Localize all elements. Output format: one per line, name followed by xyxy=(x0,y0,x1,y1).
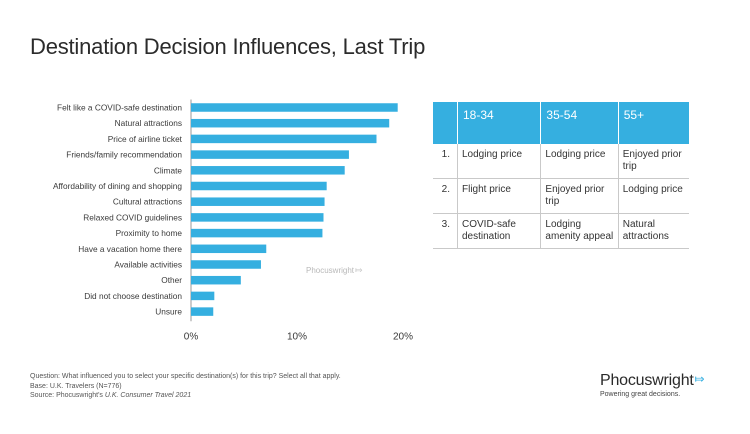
category-label: Friends/family recommendation xyxy=(66,150,182,160)
table-cell: Flight price xyxy=(457,178,542,214)
bar xyxy=(191,307,214,316)
category-label: Have a vacation home there xyxy=(78,244,182,254)
bar xyxy=(191,228,323,238)
bar xyxy=(191,275,241,285)
table-cell: 2. xyxy=(433,178,458,214)
category-label: Affordability of dining and shopping xyxy=(53,181,182,191)
category-label: Unsure xyxy=(155,307,182,317)
footnote-source-title: U.K. Consumer Travel 2021 xyxy=(104,392,192,399)
table-header-row: 18-34 35-54 55+ xyxy=(433,102,689,144)
bar xyxy=(191,150,349,159)
watermark-text: Phocuswright xyxy=(306,266,355,275)
table-row: 2. Flight price Enjoyed prior trip Lodgi… xyxy=(433,178,689,214)
table-cell: Lodging amenity appeal xyxy=(540,213,619,249)
bar xyxy=(191,181,327,191)
table-header-18-34: 18-34 xyxy=(457,102,542,144)
table-cell: 1. xyxy=(433,144,458,179)
table-cell: Lodging price xyxy=(618,178,689,214)
ranking-table: 18-34 35-54 55+ 1. Lodging price Lodging… xyxy=(433,102,689,249)
table-row: 3. COVID-safe destination Lodging amenit… xyxy=(433,213,689,249)
company-logo: Phocuswright⤇ Powering great decisions. xyxy=(600,372,705,398)
bar xyxy=(191,244,267,254)
category-label: Climate xyxy=(154,165,183,175)
category-label: Felt like a COVID-safe destination xyxy=(57,103,182,113)
table-header-rank xyxy=(433,102,458,144)
bar xyxy=(191,213,324,222)
category-label: Did not choose destination xyxy=(84,291,182,301)
table-row: 1. Lodging price Lodging price Enjoyed p… xyxy=(433,144,689,179)
table-cell: Lodging price xyxy=(457,144,542,179)
bar xyxy=(191,197,325,206)
category-label: Cultural attractions xyxy=(113,197,182,207)
x-tick-label: 10% xyxy=(287,331,307,342)
category-label: Available activities xyxy=(114,260,182,270)
category-label: Price of airline ticket xyxy=(108,134,183,144)
bar xyxy=(191,291,215,301)
table-cell: 3. xyxy=(433,213,458,249)
bar xyxy=(191,260,261,269)
table-header-35-54: 35-54 xyxy=(540,102,619,144)
category-label: Other xyxy=(161,275,182,285)
table-cell: Lodging price xyxy=(540,144,619,179)
footnote-source-prefix: Source: Phocuswright's xyxy=(30,392,105,399)
category-label: Natural attractions xyxy=(115,118,182,128)
logo-tagline: Powering great decisions. xyxy=(600,391,681,398)
table-cell: COVID-safe destination xyxy=(457,213,542,249)
footnote-source: Source: Phocuswright's U.K. Consumer Tra… xyxy=(30,391,341,401)
bar xyxy=(191,103,398,112)
bar xyxy=(191,166,345,175)
footnote-base: Base: U.K. Travelers (N=776) xyxy=(30,382,122,390)
table-cell: Enjoyed prior trip xyxy=(540,178,619,214)
watermark-logo-icon: ⤇ xyxy=(355,265,363,275)
chart-watermark: Phocuswright⤇ xyxy=(306,265,363,276)
x-tick-label: 20% xyxy=(393,331,413,342)
bar xyxy=(191,134,377,144)
table-cell: Enjoyed prior trip xyxy=(618,144,689,179)
x-tick-label: 0% xyxy=(184,331,199,342)
logo-mark-icon: ⤇ xyxy=(694,372,705,386)
footnote: Question: What influenced you to select … xyxy=(30,372,341,401)
table-cell: Natural attractions xyxy=(618,213,689,249)
bar xyxy=(191,118,390,128)
page-title: Destination Decision Influences, Last Tr… xyxy=(30,34,426,59)
category-label: Relaxed COVID guidelines xyxy=(83,212,182,222)
logo-name: Phocuswright xyxy=(600,372,694,389)
footnote-question: Question: What influenced you to select … xyxy=(30,373,341,380)
table-header-55-plus: 55+ xyxy=(618,102,689,144)
category-label: Proximity to home xyxy=(116,228,183,238)
